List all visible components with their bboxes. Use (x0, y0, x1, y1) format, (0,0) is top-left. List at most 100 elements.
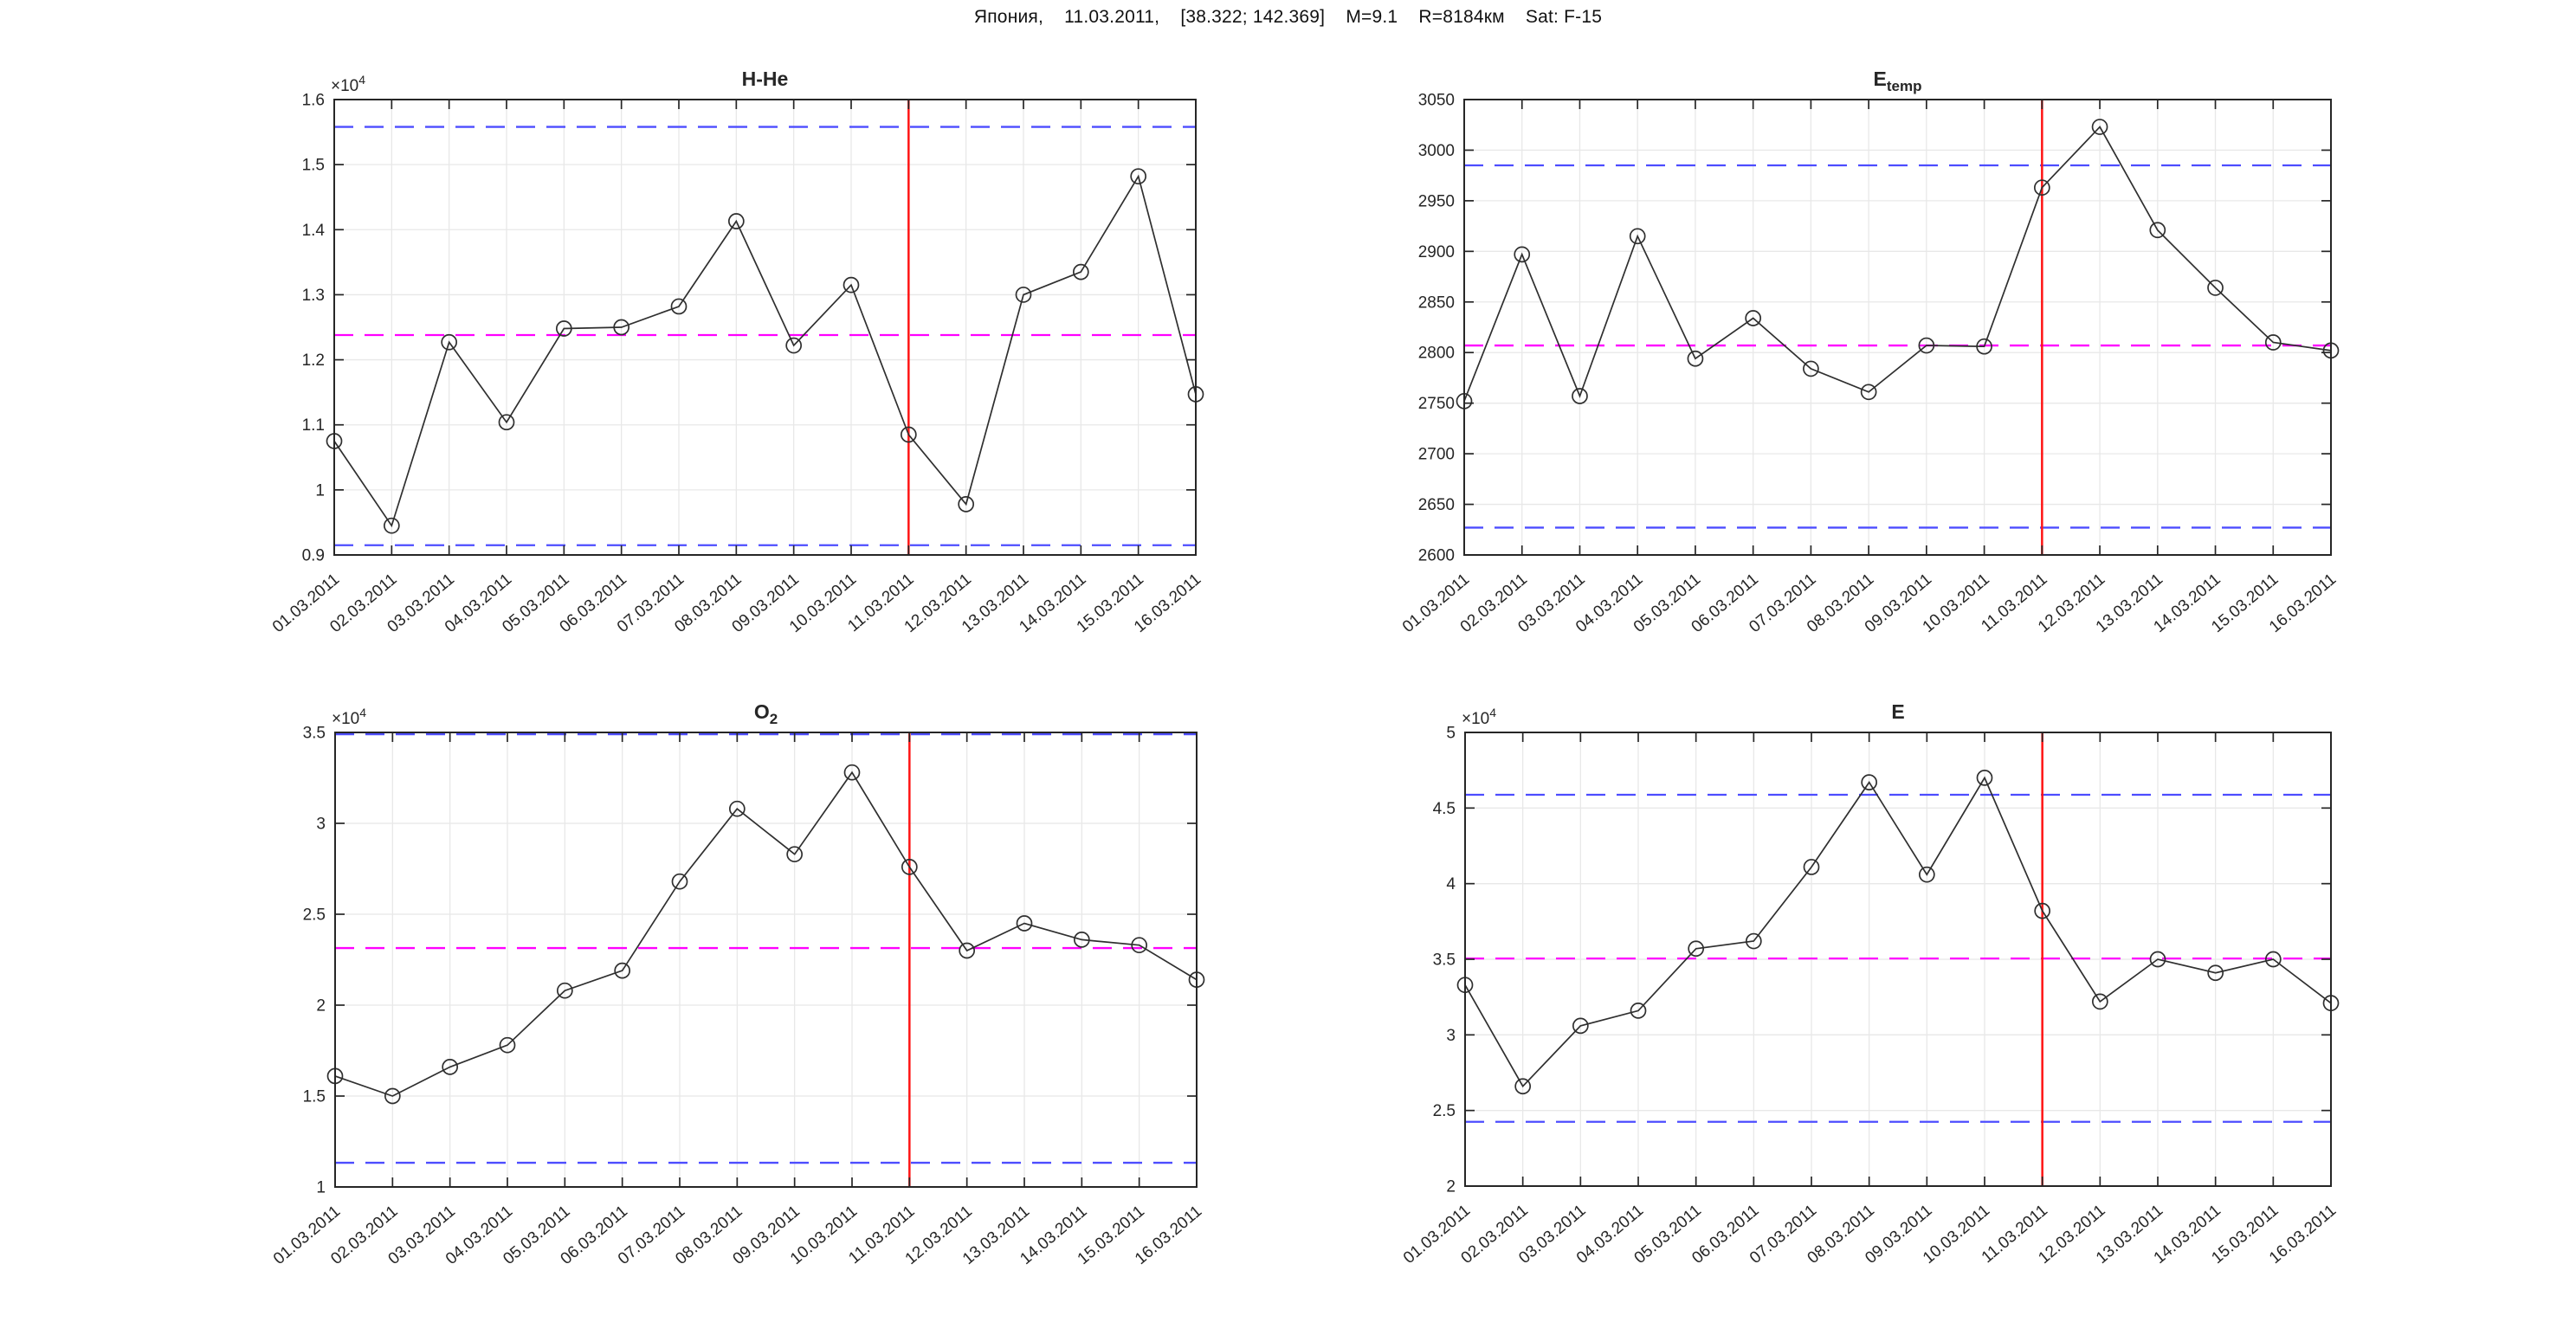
y-tick-label: 3.5 (303, 725, 326, 743)
data-point-marker (785, 337, 803, 354)
data-point-marker (2264, 334, 2282, 351)
y-tick-label: 4 (1446, 875, 1456, 893)
y-tick-label: 1.5 (303, 1088, 326, 1106)
data-point-marker (1015, 287, 1032, 303)
y-tick-label: 3 (1446, 1027, 1456, 1045)
y-tick-label: 3.5 (1433, 951, 1456, 970)
y-tick-label: 5 (1446, 725, 1456, 743)
plot-title: E (1891, 700, 1904, 723)
data-point-marker (1072, 263, 1089, 281)
data-point-marker (959, 942, 976, 959)
data-point-marker (728, 800, 746, 817)
data-point-marker (384, 1087, 401, 1105)
y-tick-label: 2.5 (303, 906, 326, 925)
data-point-marker (1016, 915, 1033, 932)
data-point-marker (2149, 222, 2166, 239)
data-point-marker (1131, 937, 1148, 954)
data-point-marker (958, 496, 975, 513)
axis-exponent-label: ×104 (332, 706, 366, 728)
data-point-marker (1976, 770, 1993, 786)
data-point-marker (613, 319, 630, 336)
data-point-marker (2091, 993, 2108, 1010)
data-point-marker (2264, 951, 2282, 968)
y-tick-label: 2 (316, 997, 326, 1016)
y-tick-label: 2700 (1418, 446, 1455, 464)
figure-title: Япония, 11.03.2011, [38.322; 142.369] M=… (973, 7, 1603, 27)
data-point-marker (2033, 179, 2050, 197)
data-point-marker (843, 764, 861, 781)
data-point-marker (1688, 940, 1705, 958)
data-point-marker (843, 276, 860, 293)
y-tick-label: 2950 (1418, 192, 1455, 210)
y-tick-label: 1.1 (302, 416, 325, 435)
y-tick-label: 1 (316, 1179, 326, 1197)
data-point-marker (442, 1059, 459, 1075)
data-point-marker (2207, 280, 2224, 296)
y-tick-label: 2850 (1418, 293, 1455, 312)
y-tick-label: 3050 (1418, 92, 1455, 110)
data-point-marker (727, 213, 745, 229)
y-tick-label: 2800 (1418, 345, 1455, 363)
data-point-marker (1073, 932, 1090, 948)
data-point-marker (1745, 310, 1762, 326)
data-point-marker (1745, 932, 1762, 950)
plot-title: Etemp (1874, 68, 1922, 94)
data-point-marker (1572, 1017, 1589, 1035)
y-tick-label: 4.5 (1433, 800, 1456, 818)
y-tick-label: 2600 (1418, 547, 1455, 565)
axes-box (334, 732, 1198, 1188)
data-point-marker (1629, 228, 1646, 245)
y-tick-label: 2650 (1418, 496, 1455, 514)
y-tick-label: 1.3 (302, 287, 325, 305)
axes-box (1463, 99, 2332, 556)
y-tick-label: 3 (316, 816, 326, 834)
axes-box (333, 99, 1197, 556)
data-point-marker (2091, 119, 2108, 135)
data-point-marker (383, 517, 400, 534)
y-tick-label: 2.5 (1433, 1102, 1456, 1120)
data-line (1464, 776, 2332, 1088)
data-point-marker (1860, 384, 1877, 401)
data-point-marker (555, 320, 572, 337)
y-tick-label: 1 (315, 481, 325, 500)
data-point-marker (498, 414, 515, 431)
data-point-marker (1976, 338, 1992, 355)
data-point-marker (1803, 360, 1819, 377)
data-point-marker (1687, 350, 1704, 367)
data-point-marker (1130, 168, 1147, 185)
data-point-marker (1630, 1003, 1647, 1019)
data-point-marker (900, 426, 917, 443)
data-point-marker (1803, 859, 1820, 875)
data-point-marker (1514, 1078, 1532, 1095)
data-point-marker (441, 333, 458, 351)
y-tick-label: 1.6 (302, 92, 325, 110)
y-tick-label: 1.2 (302, 351, 325, 370)
data-point-marker (901, 859, 918, 875)
data-point-marker (1514, 246, 1531, 263)
data-point-marker (786, 846, 804, 863)
y-tick-label: 1.4 (302, 222, 326, 240)
plot-title: H-He (742, 68, 789, 90)
y-tick-label: 3000 (1418, 142, 1455, 160)
data-line (334, 771, 1198, 1097)
data-line (1463, 126, 2332, 402)
y-tick-label: 2900 (1418, 243, 1455, 261)
data-point-marker (1918, 337, 1935, 354)
axis-exponent-label: ×104 (331, 73, 365, 95)
data-point-marker (1572, 388, 1588, 404)
y-tick-label: 1.5 (302, 157, 325, 175)
plot-h-he: 0.911.11.21.31.41.51.601.03.201102.03.20… (269, 68, 1204, 636)
data-point-marker (556, 982, 573, 999)
plot-title: O2 (754, 700, 778, 727)
axis-exponent-label: ×104 (1462, 706, 1496, 728)
data-point-marker (2149, 951, 2166, 968)
data-point-marker (614, 962, 631, 979)
data-point-marker (670, 298, 688, 315)
plot-e: 22.533.544.5501.03.201102.03.201103.03.2… (1400, 700, 2340, 1267)
plot-e-temp: 2600 2650 2700 2750 2800 2850 2900 2950 3000 3050… (1399, 68, 2340, 636)
data-point-marker (1918, 866, 1935, 883)
data-line (333, 174, 1197, 528)
data-point-marker (2207, 964, 2224, 982)
